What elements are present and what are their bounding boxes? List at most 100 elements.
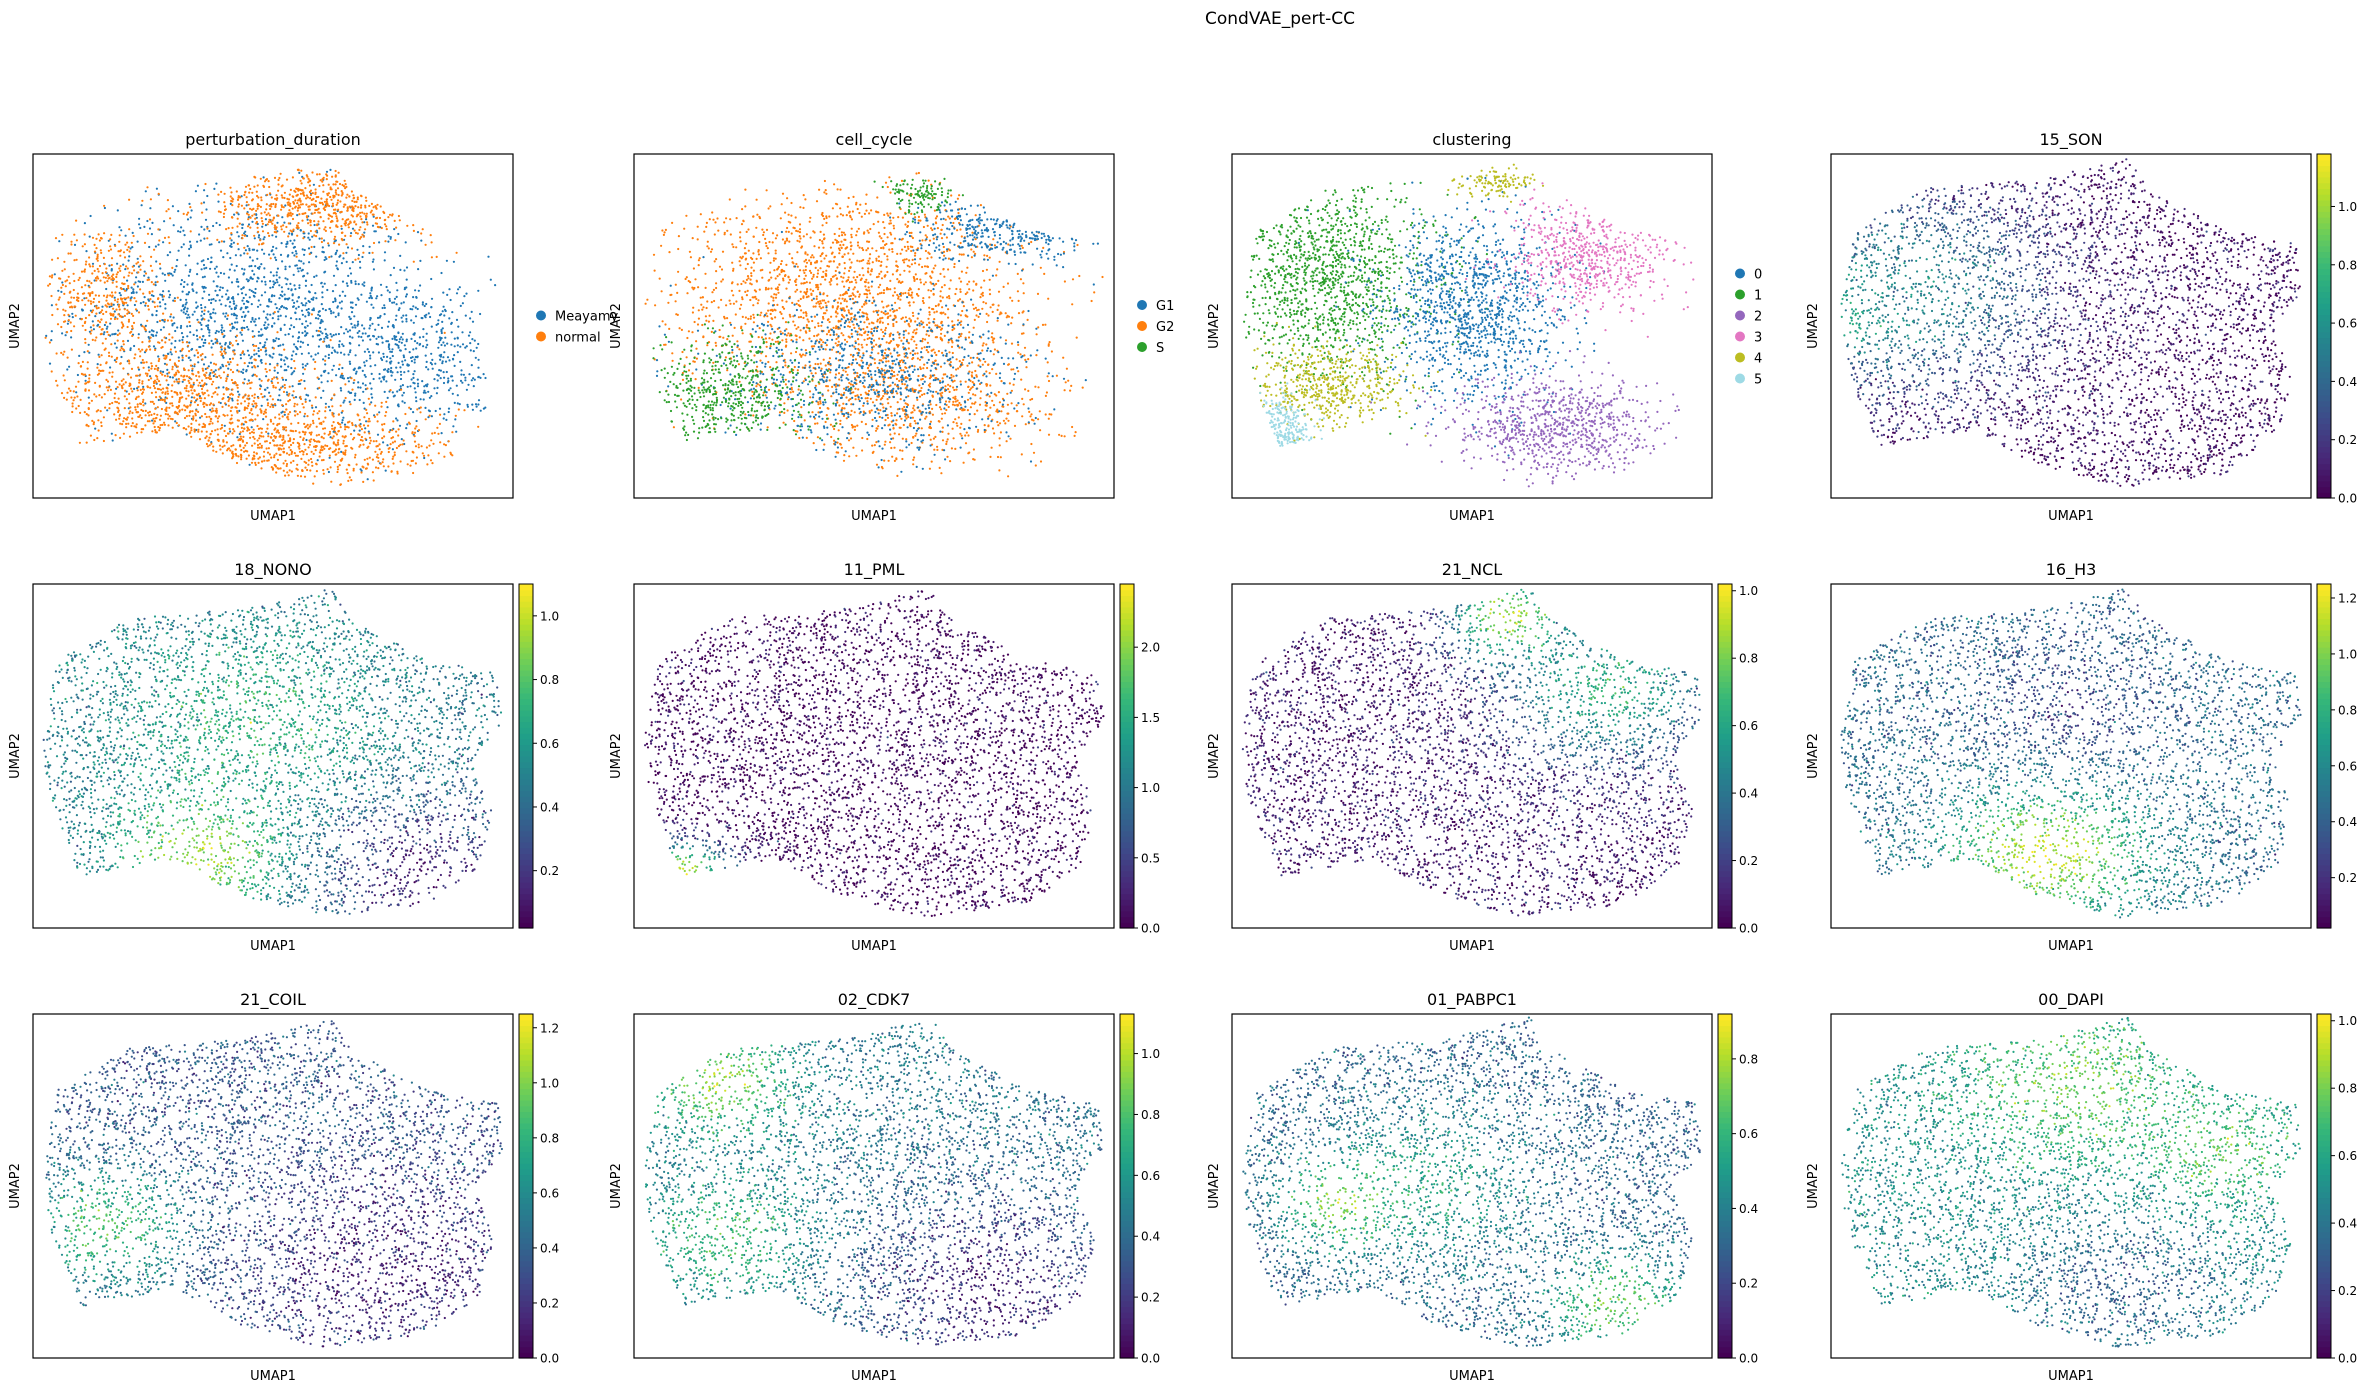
scatter-point <box>348 316 350 318</box>
scatter-point <box>240 308 242 310</box>
scatter-point <box>101 306 103 308</box>
scatter-point <box>186 335 188 337</box>
scatter-point <box>247 328 249 330</box>
scatter-point <box>275 236 277 238</box>
scatter-point <box>83 297 85 299</box>
scatter-point <box>277 311 279 313</box>
scatter-point <box>241 334 243 336</box>
scatter-point <box>159 267 161 269</box>
scatter-point <box>225 312 227 314</box>
scatter-point <box>120 356 122 358</box>
scatter-point <box>299 267 301 269</box>
scatter-point <box>289 266 291 268</box>
scatter-point <box>265 317 267 319</box>
scatter-point <box>247 280 249 282</box>
scatter-point <box>323 338 325 340</box>
scatter-point <box>311 298 313 300</box>
scatter-point <box>142 386 144 388</box>
scatter-point <box>250 276 252 278</box>
scatter-point <box>303 262 305 264</box>
scatter-point <box>203 264 205 266</box>
scatter-point <box>203 238 205 240</box>
scatter-point <box>247 311 249 313</box>
scatter-point <box>376 295 378 297</box>
scatter-point <box>313 246 315 248</box>
scatter-point <box>58 240 60 242</box>
scatter-point <box>351 311 353 313</box>
panel-title: perturbation_duration <box>185 130 361 150</box>
scatter-point <box>147 298 149 300</box>
scatter-point <box>148 366 150 368</box>
scatter-point <box>251 290 253 292</box>
scatter-point <box>189 241 191 243</box>
scatter-point <box>406 279 408 281</box>
scatter-point <box>275 337 277 339</box>
scatter-point <box>258 299 260 301</box>
scatter-point <box>384 259 386 261</box>
scatter-point <box>326 289 328 291</box>
scatter-point <box>369 325 371 327</box>
scatter-point <box>300 260 302 262</box>
scatter-point <box>216 266 218 268</box>
scatter-point <box>301 302 303 304</box>
scatter-point <box>374 329 376 331</box>
scatter-point <box>373 268 375 270</box>
scatter-point <box>412 356 414 358</box>
scatter-point <box>309 322 311 324</box>
scatter-point <box>405 241 407 243</box>
scatter-point <box>290 324 292 326</box>
scatter-point <box>223 330 225 332</box>
scatter-point <box>130 347 132 349</box>
scatter-point <box>175 378 177 380</box>
scatter-point <box>229 257 231 259</box>
scatter-point <box>322 308 324 310</box>
scatter-point <box>453 261 455 263</box>
scatter-point <box>277 318 279 320</box>
scatter-point <box>323 239 325 241</box>
scatter-point <box>208 230 210 232</box>
scatter-point <box>275 259 277 261</box>
scatter-point <box>268 254 270 256</box>
scatter-point <box>182 291 184 293</box>
scatter-point <box>341 228 343 230</box>
scatter-point <box>209 372 211 374</box>
scatter-point <box>239 332 241 334</box>
scatter-point <box>265 218 267 220</box>
scatter-point <box>341 262 343 264</box>
scatter-point <box>144 271 146 273</box>
scatter-point <box>251 221 253 223</box>
scatter-point <box>201 328 203 330</box>
scatter-point <box>115 388 117 390</box>
scatter-point <box>333 334 335 336</box>
scatter-point <box>196 329 198 331</box>
scatter-point <box>363 232 365 234</box>
scatter-point <box>257 306 259 308</box>
scatter-point <box>375 230 377 232</box>
scatter-point <box>308 232 310 234</box>
scatter-point <box>169 251 171 253</box>
scatter-point <box>220 250 222 252</box>
scatter-point <box>354 324 356 326</box>
scatter-point <box>262 418 264 420</box>
scatter-point <box>208 365 210 367</box>
scatter-point <box>133 388 135 390</box>
scatter-point <box>339 255 341 257</box>
scatter-point <box>277 345 279 347</box>
scatter-point <box>188 342 190 344</box>
scatter-point <box>169 316 171 318</box>
scatter-point <box>307 219 309 221</box>
scatter-point <box>241 227 243 229</box>
scatter-point <box>341 300 343 302</box>
scatter-point <box>202 276 204 278</box>
scatter-point <box>167 353 169 355</box>
scatter-point <box>263 236 265 238</box>
scatter-point <box>243 327 245 329</box>
scatter-point <box>219 299 221 301</box>
scatter-point <box>226 318 228 320</box>
scatter-point <box>155 276 157 278</box>
scatter-point <box>315 317 317 319</box>
scatter-point <box>256 280 258 282</box>
scatter-point <box>315 406 317 408</box>
scatter-point <box>290 367 292 369</box>
scatter-point <box>191 396 193 398</box>
